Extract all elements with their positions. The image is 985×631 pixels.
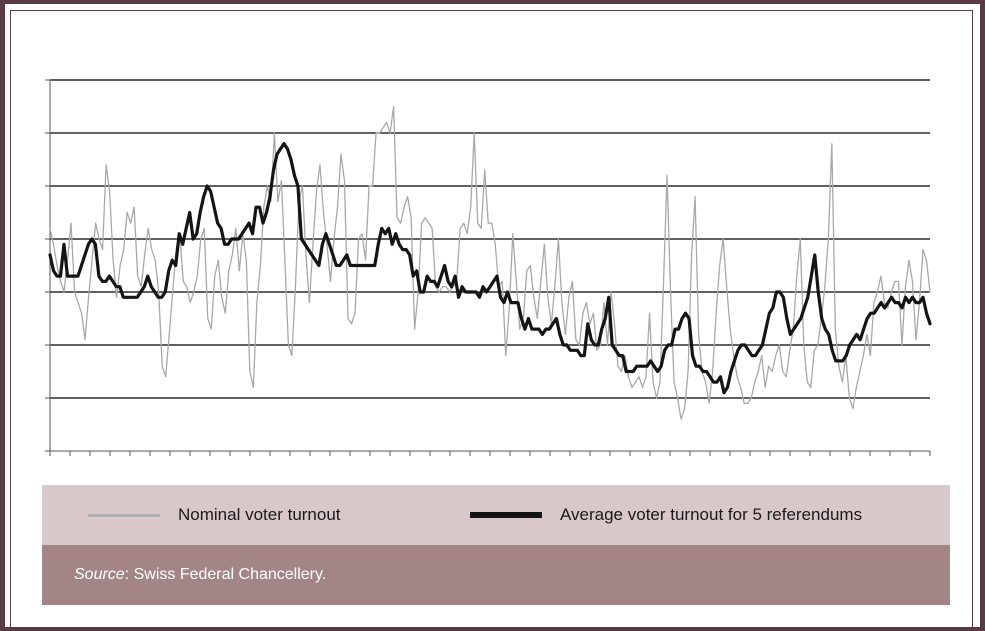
axes — [45, 79, 931, 456]
series-lines — [48, 105, 932, 420]
gridlines — [50, 79, 930, 399]
source-note: Source: Swiss Federal Chancellery. — [42, 545, 950, 605]
legend-label-average: Average voter turnout for 5 referendums — [560, 505, 863, 524]
series-line-average — [48, 142, 932, 395]
legend-item-nominal: Nominal voter turnout — [88, 485, 341, 545]
turnout-line-chart — [45, 79, 932, 456]
series-line-nominal — [49, 105, 931, 420]
legend-swatch-average — [470, 512, 542, 518]
legend-item-average: Average voter turnout for 5 referendums — [470, 485, 862, 545]
figure-inner-border — [10, 10, 973, 627]
source-text: Source: Swiss Federal Chancellery. — [74, 566, 326, 584]
legend: Nominal voter turnout Average voter turn… — [42, 485, 950, 545]
source-label: Source — [74, 566, 125, 583]
source-value: : Swiss Federal Chancellery. — [124, 566, 327, 583]
legend-swatch-nominal — [88, 513, 160, 517]
legend-label-nominal: Nominal voter turnout — [178, 505, 341, 524]
